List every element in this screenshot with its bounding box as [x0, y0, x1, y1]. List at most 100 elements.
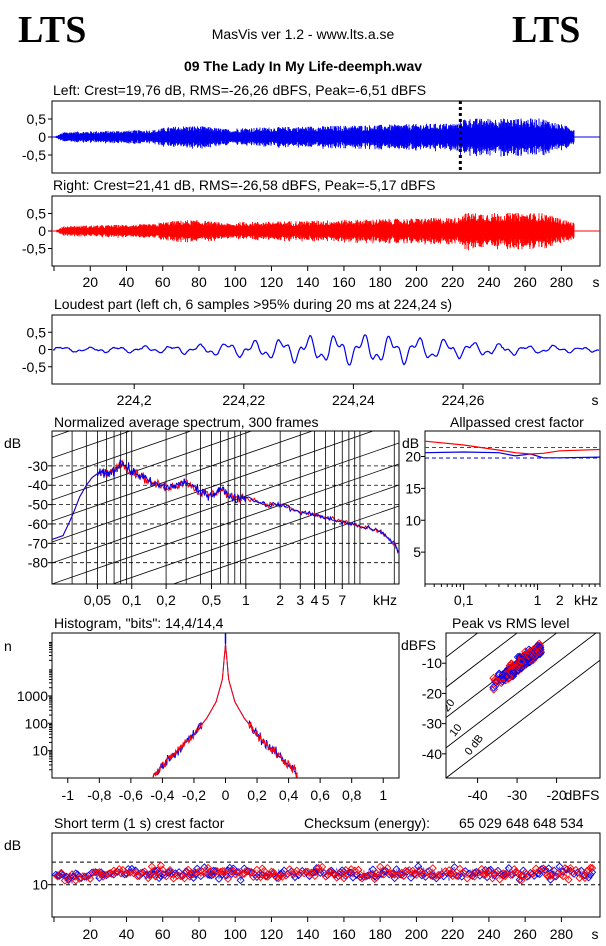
y-tick-label: -40: [28, 477, 48, 493]
right-crest-point: [310, 871, 319, 880]
x-tick-label: 60: [155, 926, 171, 942]
x-tick-label: 120: [260, 926, 284, 942]
y-tick-label: -40: [422, 746, 442, 762]
x-tick-label: 224,24: [332, 392, 375, 408]
x-tick-label: 140: [296, 926, 320, 942]
right-point: [493, 677, 503, 687]
left-points-trace: [424, 451, 601, 459]
x-tick-label: 60: [155, 274, 171, 290]
diagonal-line: [52, 275, 399, 395]
diagonal-line: [52, 254, 399, 374]
diagonal-line: [52, 431, 132, 459]
x-tick-label: 280: [550, 926, 574, 942]
y-tick-label: 0,5: [27, 111, 47, 127]
app-title: MasVis ver 1.2 - www.lts.a.se: [211, 26, 395, 42]
x-tick-label: 0,05: [84, 592, 111, 608]
y-tick-label: 0,5: [27, 206, 47, 222]
right-crest-point: [281, 871, 290, 880]
x-tick-label: 224,26: [442, 392, 485, 408]
diagonal-line: [52, 191, 399, 311]
right-crest-point: [479, 870, 488, 879]
x-tick-label: 40: [119, 926, 135, 942]
x-tick-label: 240: [477, 274, 501, 290]
right-crest-point: [256, 873, 265, 882]
x-tick-label: 224,22: [222, 392, 265, 408]
x-unit-label: s: [592, 926, 599, 942]
y-tick-label: -70: [28, 535, 48, 551]
right-crest-point: [430, 872, 439, 881]
x-tick-label: 180: [368, 926, 392, 942]
right-crest-point: [455, 864, 464, 873]
y-tick-label: -0,5: [22, 241, 46, 257]
right-crest-point: [470, 872, 479, 881]
right-point: [516, 657, 526, 666]
x-unit-label: s: [592, 392, 599, 408]
y-tick-label: -80: [28, 555, 48, 571]
right-crest-point: [187, 870, 196, 879]
x-tick-label: 200: [405, 274, 429, 290]
right-crest-point: [446, 869, 455, 878]
right-point: [489, 673, 498, 683]
crest-diagonal-label: 30: [433, 672, 450, 689]
right-crest-point: [370, 875, 379, 884]
x-tick-label: 0,1: [454, 592, 474, 608]
right-crest-point: [445, 866, 454, 875]
left-crest-point: [236, 876, 245, 885]
histogram: Histogram, "bits": 14,4/14,4n100010010-1…: [4, 615, 400, 803]
y-tick-label: 1000: [17, 688, 48, 704]
x-tick-label: 280: [550, 274, 574, 290]
x-tick-label: -30: [507, 787, 527, 803]
right-crest-point: [580, 873, 589, 883]
crest-diagonal-label: 20: [440, 697, 457, 714]
x-tick-label: 100: [224, 926, 248, 942]
left-point: [489, 683, 498, 692]
x-tick-label: 0,5: [202, 592, 222, 608]
x-tick-label: -40: [467, 787, 487, 803]
x-tick-label: 0,6: [310, 787, 330, 803]
diagonal-line: [111, 484, 399, 584]
y-axis-label: dBFS: [401, 637, 436, 653]
right-crest-point: [546, 871, 555, 880]
right-crest-point: [93, 868, 102, 877]
right-crest-point: [358, 874, 367, 883]
left-crest-point: [309, 868, 318, 877]
right-crest-point: [231, 870, 240, 879]
right-crest-point: [325, 867, 334, 876]
left-crest-point: [484, 866, 493, 875]
right-crest-point: [492, 868, 501, 877]
right-crest-point: [185, 872, 194, 881]
diagonal-line: [52, 149, 399, 269]
left-crest-point: [435, 871, 445, 880]
y-axis-label: dB: [402, 435, 419, 451]
right-crest-point: [506, 870, 515, 879]
loudest_part: Loudest part (left ch, 6 samples >95% du…: [22, 296, 601, 408]
diagonal-line: [52, 463, 399, 584]
right-crest-point: [441, 867, 450, 876]
y-tick-label: -60: [28, 516, 48, 532]
x-tick-label: 20: [82, 274, 98, 290]
x-tick-label: 1: [379, 787, 387, 803]
right-crest-point: [564, 875, 573, 884]
right-crest-point: [260, 866, 269, 875]
right-crest-point: [146, 871, 155, 880]
right-crest-point: [408, 866, 417, 875]
plot-frame: [445, 632, 601, 779]
diagonal-line: [52, 431, 253, 501]
left-crest-point: [504, 864, 513, 873]
x-tick-label: 5: [322, 592, 330, 608]
right-point: [508, 661, 518, 671]
right-crest-point: [285, 865, 294, 874]
right-point: [531, 647, 541, 657]
x-tick-label: -0,4: [150, 787, 174, 803]
diagonal-line: [52, 431, 314, 522]
right-crest-point: [365, 871, 374, 880]
right-crest-point: [314, 863, 323, 873]
y-tick-label: 20: [405, 449, 421, 465]
right-crest-point: [155, 867, 164, 876]
checksum-value: 65 029 648 648 534: [459, 815, 584, 831]
right-crest-point: [220, 867, 229, 876]
left-spectrum-trace: [52, 459, 399, 553]
right-crest-point: [586, 863, 595, 872]
left-crest-point: [290, 873, 300, 882]
chart-title: Allpassed crest factor: [450, 414, 584, 430]
